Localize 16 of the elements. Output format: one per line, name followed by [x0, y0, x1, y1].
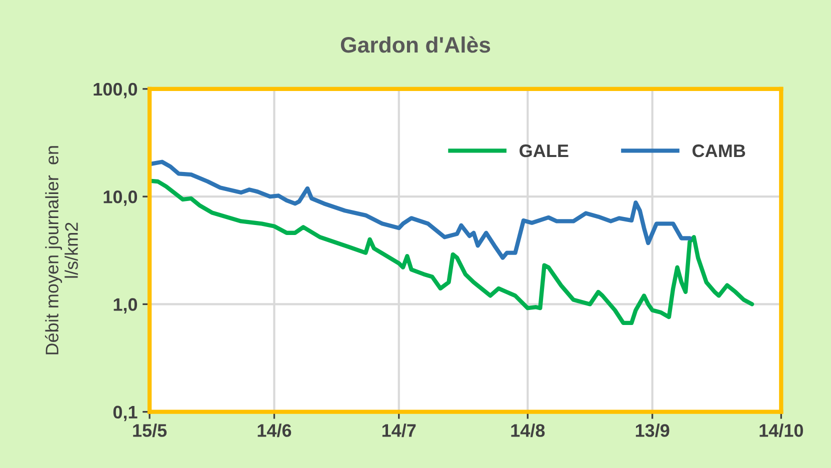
- chart-title: Gardon d'Alès: [340, 36, 490, 53]
- y-tick-label: 100,0: [94, 82, 138, 98]
- line-series: [150, 160, 692, 260]
- y-tick-label: 10,0: [104, 190, 138, 206]
- y-tick-label: 1,0: [114, 298, 138, 314]
- x-tick-label: 14/10: [760, 424, 803, 438]
- legend-label: GALE: [520, 144, 568, 158]
- x-tick-label: 14/7: [382, 424, 416, 438]
- x-tick-label: 15/5: [133, 424, 167, 438]
- legend-label: CAMB: [692, 144, 746, 158]
- line-series: [150, 178, 754, 326]
- y-axis-title: Débit moyen journalier en l/s/km2: [44, 146, 78, 354]
- x-tick-label: 13/9: [636, 424, 670, 438]
- y-tick-label: 0,1: [113, 406, 138, 422]
- x-tick-label: 14/6: [258, 424, 292, 438]
- x-tick-label: 14/8: [511, 424, 545, 438]
